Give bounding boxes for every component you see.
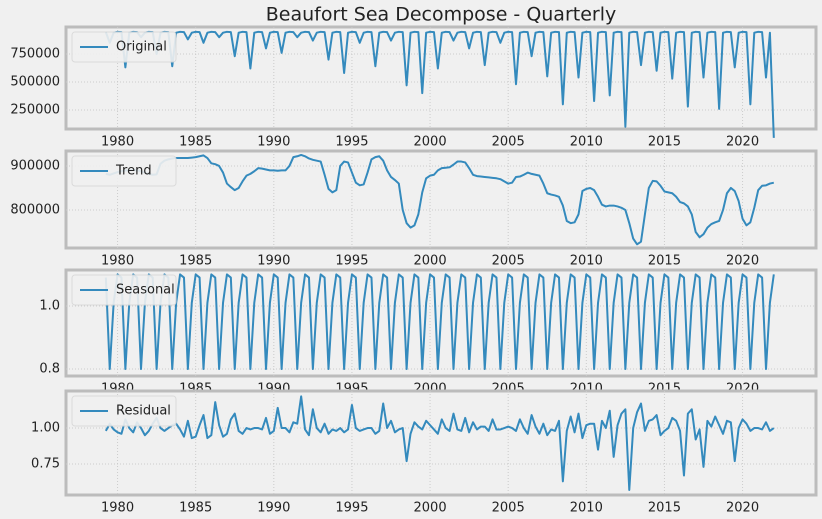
y-tick-label: 750000: [10, 46, 60, 61]
x-tick-label: 2015: [648, 254, 681, 269]
x-tick-label: 1995: [335, 501, 368, 516]
x-tick-label: 1980: [101, 501, 134, 516]
y-tick-label: 1.00: [31, 421, 60, 436]
x-tick-label: 1995: [335, 254, 368, 269]
x-tick-label: 2010: [570, 501, 603, 516]
x-tick-label: 1985: [179, 135, 212, 150]
legend: Residual: [71, 395, 177, 427]
x-tick-label: 2000: [414, 501, 447, 516]
x-tick-label: 2005: [492, 501, 525, 516]
y-tick-label: 500000: [10, 74, 60, 89]
x-tick-label: 2010: [570, 254, 603, 269]
legend-box: [71, 395, 177, 427]
y-tick-label: 0.75: [31, 457, 60, 472]
legend: Seasonal: [71, 274, 177, 306]
x-tick-label: 1990: [257, 501, 290, 516]
x-tick-label: 2015: [648, 501, 681, 516]
x-tick-label: 1985: [179, 501, 212, 516]
x-tick-label: 2015: [648, 135, 681, 150]
legend-box: [71, 31, 177, 63]
x-tick-label: 2020: [726, 254, 759, 269]
series-line: [104, 395, 775, 491]
series-line: [105, 153, 775, 246]
legend: Trend: [71, 155, 177, 187]
plot-area: [64, 149, 818, 250]
y-tick-label: 250000: [10, 102, 60, 117]
legend-label: Residual: [116, 404, 171, 419]
legend: Original: [71, 31, 177, 63]
x-tick-label: 1990: [257, 254, 290, 269]
y-tick-label: 800000: [10, 202, 60, 217]
x-tick-label: 1990: [257, 135, 290, 150]
x-tick-label: 2010: [570, 135, 603, 150]
x-tick-label: 1980: [101, 254, 134, 269]
plot-area: [64, 389, 818, 497]
legend-label: Seasonal: [116, 283, 175, 298]
x-tick-label: 2020: [726, 135, 759, 150]
series-line: [104, 273, 775, 371]
y-tick-label: 900000: [10, 158, 60, 173]
x-tick-label: 1995: [335, 135, 368, 150]
x-tick-label: 2020: [726, 501, 759, 516]
y-tick-label: 1.0: [39, 298, 60, 313]
x-tick-label: 1985: [179, 254, 212, 269]
x-tick-label: 2000: [414, 254, 447, 269]
x-tick-label: 1980: [101, 135, 134, 150]
x-tick-label: 2005: [492, 135, 525, 150]
y-tick-label: 0.8: [39, 362, 60, 377]
x-tick-label: 2000: [414, 135, 447, 150]
legend-label: Original: [116, 40, 167, 55]
legend-box: [71, 155, 177, 187]
legend-box: [71, 274, 177, 306]
legend-label: Trend: [115, 164, 152, 179]
series-line: [104, 30, 775, 138]
chart-title: Beaufort Sea Decompose - Quarterly: [266, 4, 617, 26]
x-tick-label: 2005: [492, 254, 525, 269]
